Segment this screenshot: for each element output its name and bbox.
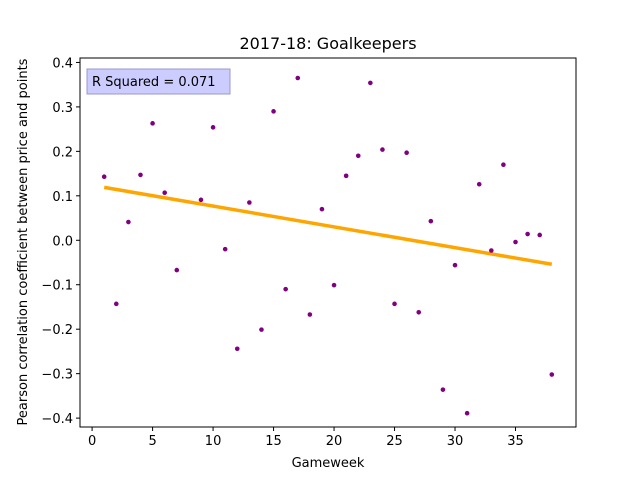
y-tick-label: 0.2 [52, 145, 73, 160]
data-point [331, 282, 337, 288]
data-point [380, 147, 385, 152]
data-point [138, 172, 143, 178]
data-point [247, 200, 252, 205]
x-tick-label: 35 [507, 434, 524, 449]
r-squared-annotation: R Squared = 0.071 [86, 68, 231, 95]
trend-layer [103, 185, 553, 267]
data-point [476, 181, 482, 187]
plot-area [80, 58, 576, 427]
trend-line [103, 185, 553, 267]
data-point [368, 80, 373, 86]
data-point [295, 75, 301, 81]
data-point [234, 346, 240, 352]
data-point [452, 262, 458, 268]
x-tick-label: 30 [447, 434, 464, 449]
y-axis-title: Pearson correlation coefficient between … [16, 58, 31, 425]
data-point [343, 173, 349, 179]
annotation-box [86, 68, 231, 95]
data-point [307, 312, 313, 317]
data-point [174, 267, 180, 273]
data-point [428, 218, 434, 224]
data-point [222, 246, 228, 252]
y-axis: −0.4 −0.3 −0.2 −0.1 0.0 0.1 0.2 0.3 0.4 [41, 56, 80, 427]
data-point [126, 219, 131, 225]
data-point [210, 125, 216, 130]
data-point [440, 387, 446, 392]
y-tick-label: −0.4 [41, 412, 73, 427]
data-point [259, 327, 264, 332]
data-point [416, 309, 422, 315]
data-point [489, 248, 494, 253]
y-tick-label: 0.3 [52, 101, 73, 116]
chart-title: 2017-18: Goalkeepers [239, 34, 416, 53]
data-point [501, 162, 506, 167]
x-axis-title: Gameweek [292, 456, 365, 471]
data-point [549, 372, 555, 377]
data-point [392, 301, 397, 307]
y-tick-label: −0.3 [41, 368, 73, 383]
data-point [283, 286, 288, 292]
y-tick-label: −0.2 [41, 323, 73, 338]
y-tick-label: −0.1 [41, 279, 73, 294]
y-tick-label: 0.1 [52, 190, 73, 205]
data-point [150, 121, 155, 126]
data-point [162, 190, 167, 196]
data-point [525, 231, 530, 237]
annotation-text: R Squared = 0.071 [92, 75, 216, 90]
x-tick-label: 5 [148, 434, 156, 449]
x-tick-label: 10 [205, 434, 222, 449]
x-axis: 0 5 10 15 20 25 30 35 [88, 427, 524, 449]
y-tick-label: 0.0 [52, 234, 73, 249]
data-point [537, 232, 543, 238]
data-point [113, 301, 119, 307]
data-point [271, 109, 276, 114]
x-tick-label: 15 [265, 434, 282, 449]
y-tick-label: 0.4 [52, 56, 73, 71]
x-tick-label: 25 [386, 434, 403, 449]
x-tick-label: 0 [88, 434, 96, 449]
data-point [404, 150, 409, 155]
data-point [355, 153, 361, 159]
data-point [464, 410, 470, 416]
plot-frame [79, 57, 577, 428]
data-point [513, 239, 518, 245]
data-point [198, 197, 204, 203]
data-point [101, 174, 107, 180]
data-point [319, 206, 325, 212]
x-tick-label: 20 [326, 434, 343, 449]
